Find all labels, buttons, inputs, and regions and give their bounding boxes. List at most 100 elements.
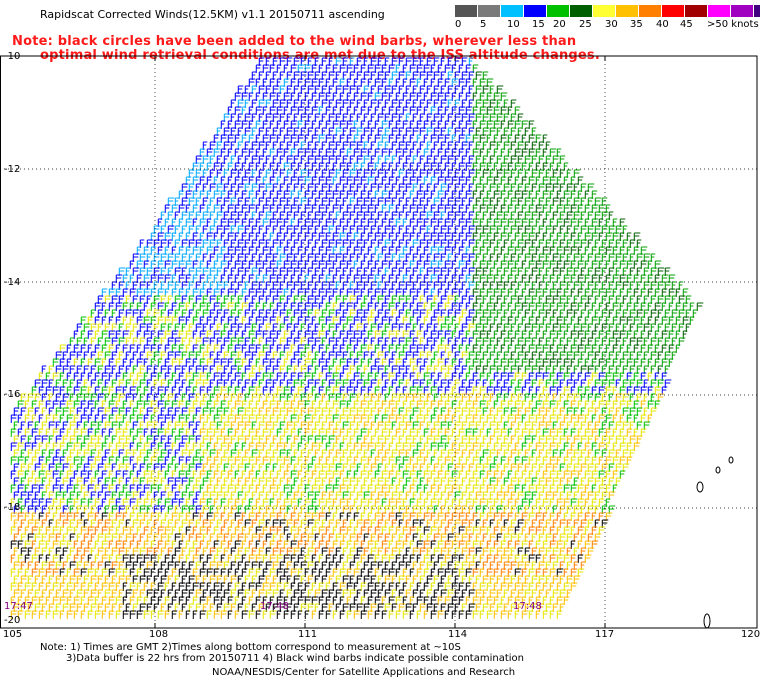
wind-barb	[556, 218, 564, 227]
wind-barb	[535, 232, 541, 241]
wind-barb	[409, 190, 415, 199]
wind-barb	[472, 78, 478, 87]
wind-barb	[269, 148, 276, 157]
wind-barb	[332, 78, 339, 87]
wind-barb	[220, 120, 226, 129]
legend-swatch	[547, 5, 570, 17]
wind-barb	[283, 134, 291, 143]
wind-barb	[262, 106, 268, 115]
wind-barb	[409, 78, 417, 87]
wind-barb	[402, 92, 409, 101]
wind-barb	[290, 176, 298, 185]
legend-label: 45	[680, 19, 693, 30]
wind-barb	[360, 78, 367, 87]
wind-barb	[479, 232, 487, 241]
wind-barb	[318, 162, 325, 171]
wind-barb	[269, 64, 276, 73]
wind-barb	[255, 190, 261, 199]
wind-barb	[220, 148, 227, 157]
wind-barb	[570, 190, 577, 199]
wind-barb	[402, 218, 408, 227]
wind-barb	[178, 218, 184, 227]
wind-barb	[416, 148, 422, 157]
wind-barb	[388, 204, 395, 213]
wind-barb	[234, 134, 241, 143]
wind-barb	[311, 204, 318, 213]
wind-barb	[465, 78, 472, 87]
wind-barb	[290, 106, 298, 115]
wind-barb	[521, 120, 529, 129]
wind-barb	[276, 204, 283, 213]
wind-barb	[500, 232, 508, 241]
wind-barb	[255, 64, 262, 73]
wind-barb	[283, 176, 290, 185]
wind-barb	[346, 190, 354, 199]
wind-barb	[528, 162, 534, 171]
wind-barb	[171, 232, 177, 241]
wind-barb	[395, 176, 401, 185]
legend-swatch	[593, 5, 616, 17]
wind-barb	[213, 162, 221, 171]
map-title: Rapidscat Corrected Winds(12.5KM) v1.1 2…	[40, 8, 385, 21]
wind-barb	[374, 120, 380, 129]
wind-barb	[332, 176, 338, 185]
wind-barb	[451, 218, 457, 227]
wind-barb	[416, 106, 423, 115]
legend-color-bar	[455, 5, 760, 17]
wind-barb	[283, 232, 289, 241]
wind-barb	[584, 190, 590, 199]
wind-barb	[241, 120, 249, 129]
wind-barb	[192, 246, 200, 255]
wind-barb	[150, 246, 157, 255]
wind-barb	[255, 162, 261, 171]
legend-label: >50 knots	[707, 19, 759, 30]
wind-barb	[297, 162, 303, 171]
wind-barb	[416, 92, 423, 101]
wind-barb	[262, 64, 270, 73]
wind-barb	[458, 78, 466, 87]
wind-barb	[395, 232, 401, 241]
wind-barb	[374, 106, 380, 115]
legend-label: 10	[507, 19, 520, 30]
wind-barb	[465, 232, 473, 241]
wind-barb	[514, 204, 521, 213]
wind-barb	[430, 134, 438, 143]
wind-barb	[402, 148, 409, 157]
wind-barb	[255, 246, 261, 255]
wind-barb	[500, 92, 508, 101]
wind-barb	[514, 232, 521, 241]
wind-barb	[360, 106, 367, 115]
wind-barb	[206, 162, 213, 171]
wind-barb	[381, 148, 389, 157]
wind-barb	[332, 204, 340, 213]
wind-barbs-layer	[10, 57, 704, 619]
wind-barb	[346, 120, 354, 129]
wind-barb	[507, 232, 513, 241]
wind-barb	[395, 148, 403, 157]
wind-barb	[241, 148, 249, 157]
wind-barb	[269, 232, 275, 241]
wind-barb	[178, 190, 185, 199]
wind-barb	[283, 64, 289, 73]
wind-barb	[437, 148, 444, 157]
wind-barb	[493, 190, 501, 199]
wind-barb	[374, 204, 380, 213]
wind-barb	[325, 134, 333, 143]
wind-barb	[675, 344, 681, 353]
wind-barb	[430, 78, 436, 87]
wind-barb	[367, 232, 374, 241]
wind-barb	[318, 176, 326, 185]
wind-barb	[444, 204, 452, 213]
wind-barb	[234, 92, 242, 101]
wind-barb	[276, 64, 282, 73]
wind-barb	[318, 134, 326, 143]
wind-barb	[388, 134, 395, 143]
wind-barb	[206, 246, 214, 255]
legend-swatch	[524, 5, 547, 17]
wind-barb	[528, 134, 536, 143]
wind-barb	[227, 148, 233, 157]
wind-barb	[395, 190, 402, 199]
wind-barb	[213, 204, 221, 213]
wind-barb	[234, 148, 240, 157]
